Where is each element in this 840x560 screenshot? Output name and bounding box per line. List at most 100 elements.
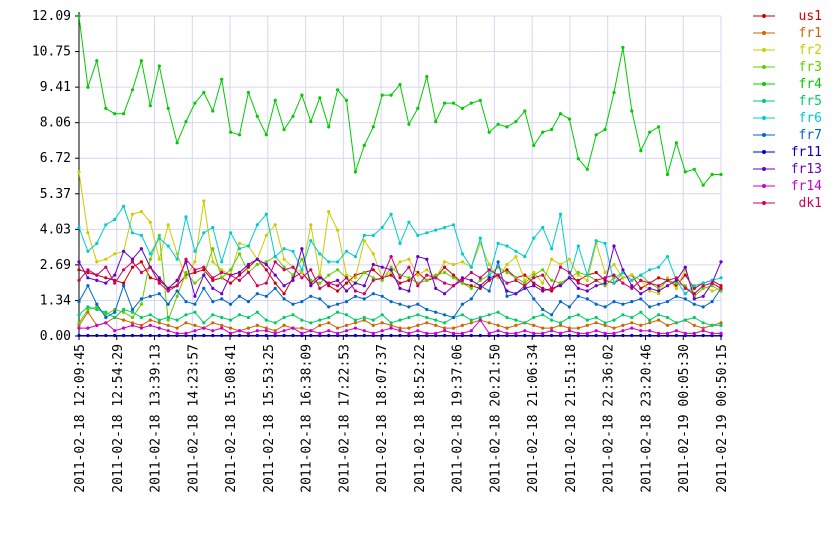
data-point-fr3 [282, 265, 286, 269]
data-point-fr6 [291, 249, 295, 253]
data-point-dk1 [362, 292, 366, 296]
data-point-dk1 [255, 284, 259, 288]
data-point-fr4 [523, 109, 527, 113]
data-point-fr3 [220, 276, 224, 280]
data-point-fr2 [318, 273, 322, 277]
data-point-fr13 [166, 286, 170, 290]
data-point-fr2 [211, 260, 215, 264]
data-point-fr13 [193, 294, 197, 298]
data-point-fr3 [86, 307, 90, 312]
data-point-fr1 [648, 321, 652, 325]
data-point-fr11 [193, 333, 197, 338]
data-point-fr4 [362, 143, 366, 147]
data-point-fr11 [77, 333, 81, 338]
data-point-fr4 [184, 120, 188, 124]
data-point-fr7 [327, 305, 331, 309]
data-point-fr2 [603, 270, 607, 275]
data-point-fr7 [674, 294, 679, 298]
data-point-fr1 [443, 326, 447, 330]
data-point-fr4 [576, 157, 580, 161]
legend-label: fr4 [799, 77, 823, 92]
data-point-dk1 [434, 276, 438, 280]
data-point-fr11 [157, 333, 161, 338]
data-point-fr5 [86, 305, 90, 309]
data-point-fr14 [282, 329, 286, 333]
data-point-fr6 [683, 292, 687, 296]
data-point-fr13 [157, 276, 161, 280]
legend-label: dk1 [799, 196, 822, 211]
data-point-us1 [148, 276, 152, 280]
data-point-dk1 [710, 281, 714, 285]
data-point-fr1 [496, 323, 500, 327]
data-point-fr2 [86, 231, 90, 235]
data-point-us1 [683, 273, 687, 277]
data-point-fr5 [95, 307, 99, 312]
data-point-fr1 [255, 323, 259, 327]
data-point-fr4 [487, 130, 491, 134]
data-point-fr4 [407, 122, 411, 126]
data-point-fr5 [719, 323, 723, 327]
legend-label: fr3 [799, 60, 822, 75]
data-point-fr7 [389, 300, 393, 304]
data-point-fr5 [336, 310, 340, 314]
data-point-fr13 [336, 278, 340, 282]
data-point-fr13 [113, 273, 117, 277]
data-point-dk1 [95, 273, 99, 277]
data-point-dk1 [701, 284, 705, 288]
data-point-fr13 [246, 262, 250, 267]
data-point-fr2 [451, 262, 456, 267]
data-point-fr7 [113, 310, 117, 314]
data-point-fr14 [318, 331, 322, 335]
data-point-fr13 [514, 292, 518, 296]
data-point-us1 [327, 284, 331, 288]
data-point-fr1 [416, 323, 420, 327]
data-point-dk1 [309, 268, 313, 272]
data-point-fr3 [184, 270, 188, 275]
data-point-dk1 [291, 265, 295, 269]
data-point-fr2 [113, 252, 117, 256]
data-point-fr2 [541, 281, 545, 285]
data-point-fr4 [246, 90, 250, 95]
data-point-fr11 [478, 333, 482, 338]
data-point-fr4 [264, 133, 268, 137]
data-point-fr14 [95, 323, 99, 327]
data-point-dk1 [683, 286, 687, 290]
data-point-fr1 [175, 326, 179, 330]
data-point-fr11 [130, 333, 135, 338]
data-point-fr1 [344, 323, 349, 327]
legend-item-fr4: fr4 [753, 77, 822, 92]
data-point-fr4 [282, 127, 286, 132]
data-point-fr7 [550, 313, 554, 317]
grid [78, 15, 722, 337]
data-point-fr5 [567, 315, 572, 320]
data-point-fr14 [398, 329, 402, 333]
data-point-fr6 [648, 268, 652, 272]
legend-item-us1: us1 [753, 9, 822, 24]
data-point-fr3 [683, 284, 687, 288]
data-point-fr7 [229, 302, 233, 306]
data-point-us1 [692, 286, 696, 290]
data-point-fr3 [255, 262, 259, 267]
data-point-fr14 [692, 331, 696, 335]
data-point-fr13 [460, 276, 464, 280]
legend-item-fr2: fr2 [753, 43, 822, 58]
x-tick-label: 2011-02-18 21:06:34 [526, 344, 541, 493]
data-point-dk1 [550, 286, 554, 290]
data-point-fr7 [407, 305, 411, 309]
data-point-dk1 [567, 270, 572, 275]
data-point-fr14 [460, 331, 464, 335]
data-point-fr2 [353, 276, 357, 280]
data-point-fr13 [130, 257, 135, 261]
series-fr11 [77, 333, 723, 338]
data-point-fr11 [567, 333, 572, 338]
data-point-us1 [122, 281, 126, 285]
data-point-fr13 [639, 292, 643, 296]
data-point-fr13 [621, 268, 625, 272]
data-point-fr1 [701, 326, 705, 330]
series-fr2 [77, 170, 723, 296]
data-point-fr6 [318, 252, 322, 256]
data-point-us1 [86, 270, 90, 275]
data-point-fr7 [175, 289, 179, 293]
data-point-fr7 [612, 300, 616, 304]
data-point-fr1 [407, 326, 411, 330]
